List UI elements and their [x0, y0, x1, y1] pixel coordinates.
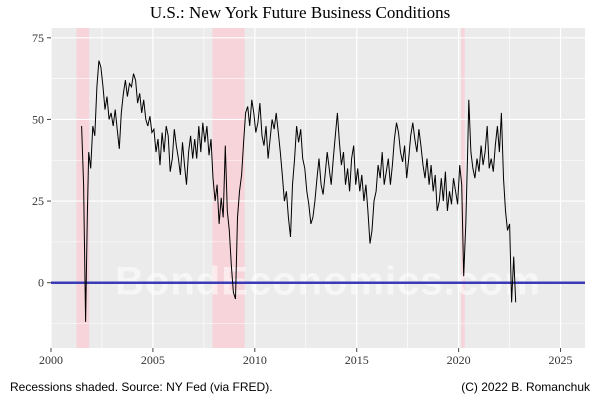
x-tick-label: 2000: [39, 353, 63, 367]
recession-band: [212, 28, 245, 348]
plot-background: [51, 28, 585, 348]
series-line: [81, 60, 517, 322]
y-tick-label: 50: [32, 112, 44, 126]
x-tick-label: 2025: [549, 353, 573, 367]
footer-copyright: (C) 2022 B. Romanchuk: [461, 380, 591, 394]
recession-band: [461, 28, 465, 348]
x-tick-label: 2005: [141, 353, 165, 367]
y-tick-label: 75: [32, 31, 44, 45]
chart-title: U.S.: New York Future Business Condition…: [150, 3, 450, 22]
gridlines: [50, 28, 585, 348]
y-tick-label: 25: [32, 194, 44, 208]
y-tick-label: 0: [38, 276, 44, 290]
x-tick-label: 2020: [447, 353, 471, 367]
axis-ticks: 2000 2005 2010 2015 2020 2025 0 25 50 75: [32, 31, 573, 367]
x-tick-label: 2010: [243, 353, 267, 367]
footer-source: Recessions shaded. Source: NY Fed (via F…: [10, 380, 273, 394]
recession-bands: [76, 28, 465, 348]
recession-band: [76, 28, 90, 348]
x-tick-label: 2015: [345, 353, 369, 367]
